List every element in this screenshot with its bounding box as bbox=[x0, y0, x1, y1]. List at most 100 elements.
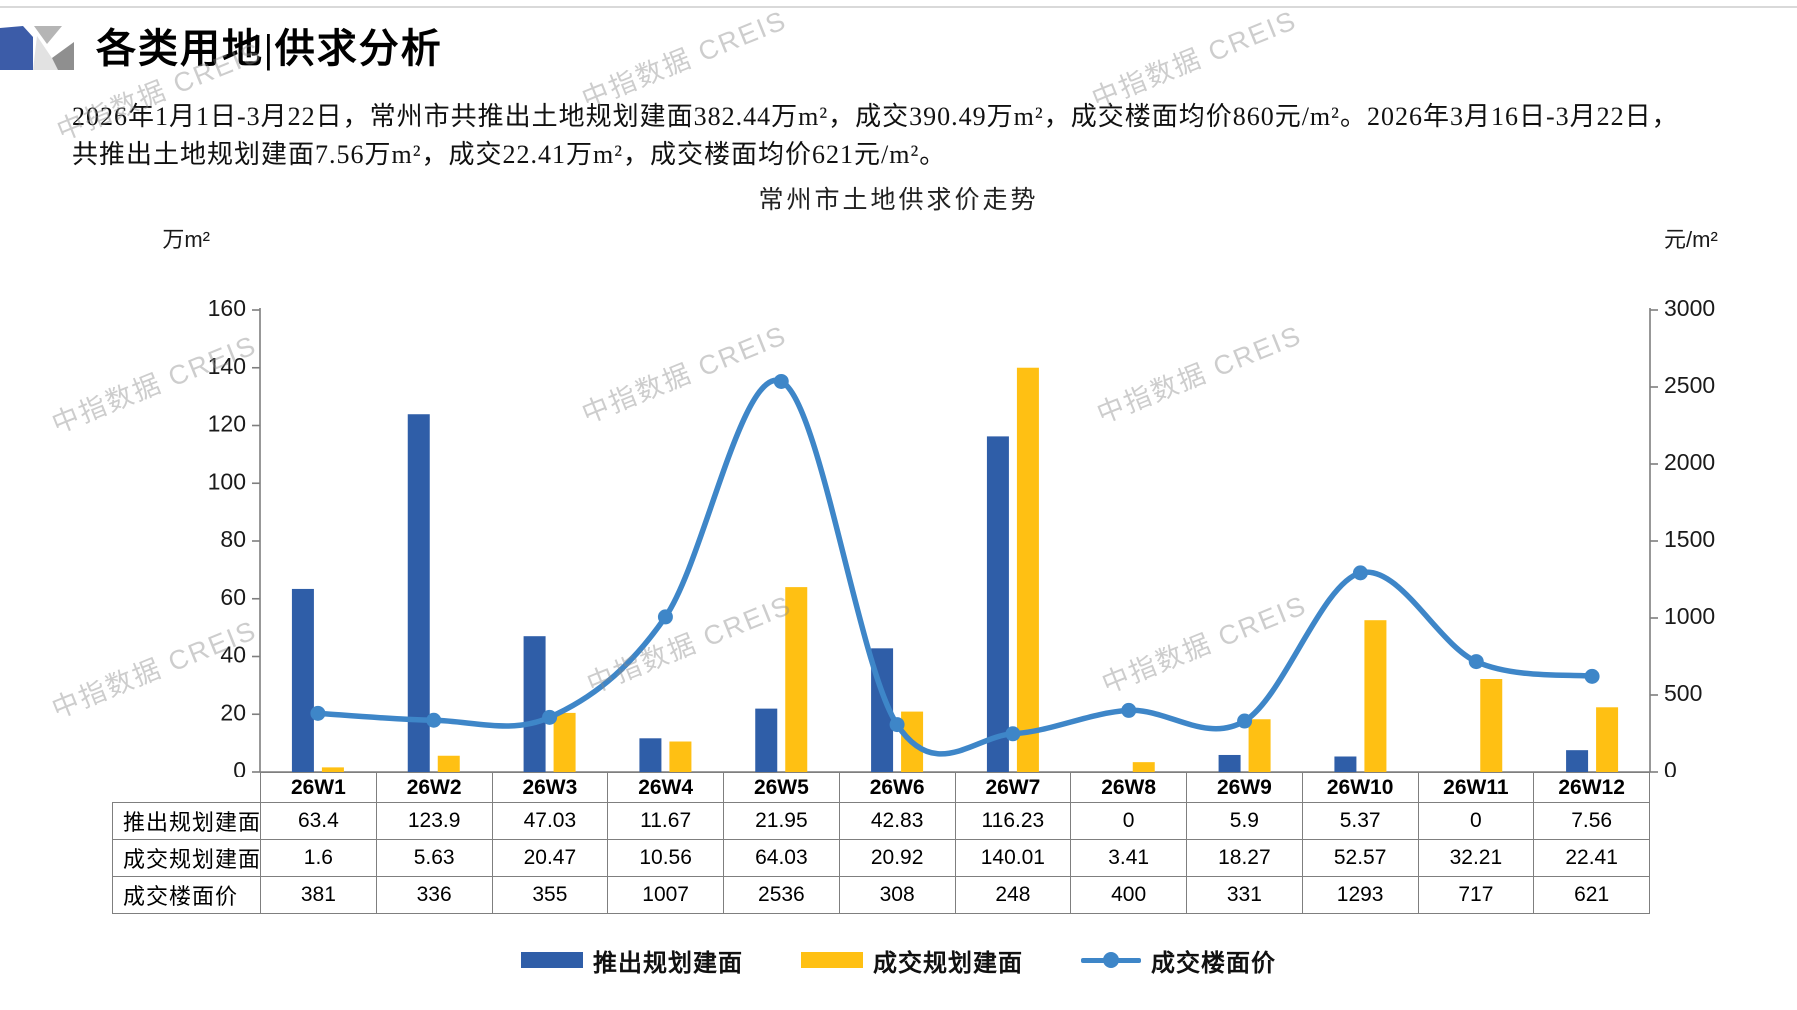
description-line-1: 2026年1月1日-3月22日，常州市共推出土地规划建面382.44万m²，成交… bbox=[72, 102, 1679, 131]
left-axis-tick-label: 60 bbox=[220, 584, 246, 610]
price-line-swatch-icon bbox=[1081, 952, 1141, 968]
table-cell-r0-26W11: 0 bbox=[1417, 802, 1535, 840]
week-header-26W2: 26W2 bbox=[375, 772, 493, 803]
table-cell-r2-26W10: 1293 bbox=[1301, 876, 1419, 914]
bar-transacted-26W1 bbox=[321, 767, 344, 772]
week-header-26W3: 26W3 bbox=[491, 772, 609, 803]
row-label-2: 成交楼面价 bbox=[112, 876, 261, 914]
description: 2026年1月1日-3月22日，常州市共推出土地规划建面382.44万m²，成交… bbox=[72, 98, 1752, 174]
price-point-26W8 bbox=[1121, 702, 1137, 718]
table-corner bbox=[113, 773, 261, 803]
table-cell-r1-26W8: 3.41 bbox=[1070, 839, 1187, 877]
bar-supply-26W7 bbox=[986, 436, 1009, 772]
right-axis-tick-label: 500 bbox=[1664, 680, 1702, 706]
left-axis-tick-label: 40 bbox=[220, 642, 246, 668]
price-point-26W5 bbox=[773, 373, 789, 389]
week-header-26W6: 26W6 bbox=[838, 772, 956, 803]
bar-transacted-26W9 bbox=[1248, 719, 1271, 772]
bar-supply-26W9 bbox=[1218, 754, 1241, 772]
bar-transacted-26W5 bbox=[785, 587, 808, 772]
bar-supply-26W10 bbox=[1334, 756, 1357, 772]
price-point-26W1 bbox=[310, 705, 326, 721]
table-row: 成交楼面价 381 336 355 1007 2536 308 248 400 331 1293 71… bbox=[112, 876, 1650, 914]
table-cell-r2-26W8: 400 bbox=[1070, 876, 1187, 914]
page-title: 各类用地|供求分析 bbox=[96, 26, 443, 71]
creis-logo-icon bbox=[0, 26, 74, 70]
chart-legend: 推出规划建面 成交规划建面 成交楼面价 bbox=[0, 942, 1797, 978]
table-row: 推出规划建面 63.4 123.9 47.03 11.67 21.95 42.83 116.2… bbox=[112, 802, 1650, 840]
week-header-26W4: 26W4 bbox=[607, 772, 724, 803]
bar-transacted-26W2 bbox=[437, 755, 460, 772]
table-cell-r1-26W5: 64.03 bbox=[723, 839, 840, 877]
week-header-26W11: 26W11 bbox=[1417, 772, 1535, 803]
table-cell-r1-26W7: 140.01 bbox=[954, 839, 1072, 877]
table-cell-r2-26W6: 308 bbox=[838, 876, 956, 914]
left-axis-tick-label: 120 bbox=[208, 411, 246, 437]
table-cell-r2-26W5: 2536 bbox=[723, 876, 840, 914]
table-cell-r1-26W9: 18.27 bbox=[1186, 839, 1303, 877]
bar-supply-26W2 bbox=[407, 414, 430, 772]
bar-supply-26W5 bbox=[755, 708, 778, 772]
price-point-26W9 bbox=[1237, 713, 1253, 729]
bar-supply-26W3 bbox=[523, 636, 546, 772]
bar-transacted-26W8 bbox=[1132, 762, 1155, 772]
row-label-1: 成交规划建面 bbox=[112, 839, 261, 877]
week-header-26W12: 26W12 bbox=[1533, 772, 1650, 803]
left-axis-tick-label: 0 bbox=[233, 757, 246, 777]
transacted-bar-swatch-icon bbox=[801, 952, 863, 968]
price-point-26W6 bbox=[889, 717, 905, 733]
table-cell-r2-26W3: 355 bbox=[491, 876, 609, 914]
price-point-26W7 bbox=[1005, 726, 1021, 742]
table-cell-r0-26W12: 7.56 bbox=[1533, 802, 1650, 840]
left-axis-tick-label: 160 bbox=[208, 295, 246, 321]
table-cell-r2-26W7: 248 bbox=[954, 876, 1072, 914]
legend-label-transacted: 成交规划建面 bbox=[873, 950, 1023, 977]
table-cell-r1-26W12: 22.41 bbox=[1533, 839, 1650, 877]
bar-transacted-26W4 bbox=[669, 741, 692, 772]
bar-transacted-26W12 bbox=[1596, 707, 1619, 772]
price-point-26W11 bbox=[1468, 654, 1484, 670]
right-axis-tick-label: 2000 bbox=[1664, 449, 1715, 475]
bar-transacted-26W10 bbox=[1364, 620, 1387, 772]
legend-item-transacted: 成交规划建面 bbox=[801, 943, 1023, 978]
table-cell-r0-26W4: 11.67 bbox=[607, 802, 724, 840]
week-header-26W10: 26W10 bbox=[1301, 772, 1419, 803]
table-cell-r2-26W4: 1007 bbox=[607, 876, 724, 914]
week-header-26W9: 26W9 bbox=[1186, 772, 1303, 803]
price-point-26W2 bbox=[426, 712, 442, 728]
left-axis-tick-label: 140 bbox=[208, 353, 246, 379]
right-axis-tick-label: 1000 bbox=[1664, 603, 1715, 629]
table-cell-r2-26W11: 717 bbox=[1417, 876, 1535, 914]
table-cell-r0-26W2: 123.9 bbox=[375, 802, 493, 840]
table-cell-r2-26W9: 331 bbox=[1186, 876, 1303, 914]
table-cell-r1-26W2: 5.63 bbox=[375, 839, 493, 877]
data-table: 26W1 26W2 26W3 26W4 26W5 26W6 26W7 26W8 26W9 26W1… bbox=[112, 772, 1650, 914]
table-cell-r2-26W2: 336 bbox=[375, 876, 493, 914]
price-point-26W3 bbox=[542, 709, 558, 725]
table-cell-r1-26W11: 32.21 bbox=[1417, 839, 1535, 877]
table-cell-r1-26W1: 1.6 bbox=[260, 839, 377, 877]
left-axis-tick-label: 20 bbox=[220, 699, 246, 725]
bar-transacted-26W7 bbox=[1016, 367, 1039, 772]
price-point-26W10 bbox=[1352, 565, 1368, 581]
table-cell-r0-26W3: 47.03 bbox=[491, 802, 609, 840]
legend-item-price: 成交楼面价 bbox=[1081, 943, 1276, 978]
bar-supply-26W1 bbox=[291, 588, 314, 772]
table-cell-r1-26W4: 10.56 bbox=[607, 839, 724, 877]
row-label-0: 推出规划建面 bbox=[112, 802, 261, 840]
table-cell-r0-26W5: 21.95 bbox=[723, 802, 840, 840]
week-header-26W7: 26W7 bbox=[954, 772, 1072, 803]
supply-bar-swatch-icon bbox=[521, 952, 583, 968]
table-cell-r2-26W12: 621 bbox=[1533, 876, 1650, 914]
price-line bbox=[315, 377, 1595, 757]
supply-demand-price-chart: 0 20 40 60 80 100 120 140 160 0 500 1000 1500 2000 250… bbox=[208, 295, 1716, 777]
bar-supply-26W4 bbox=[639, 738, 662, 772]
bar-transacted-26W3 bbox=[553, 712, 576, 772]
top-divider bbox=[0, 6, 1797, 8]
description-line-2: 共推出土地规划建面7.56万m²，成交22.41万m²，成交楼面均价621元/m… bbox=[72, 140, 947, 169]
week-header-26W5: 26W5 bbox=[723, 772, 840, 803]
left-axis-tick-label: 80 bbox=[220, 526, 246, 552]
table-cell-r0-26W1: 63.4 bbox=[260, 802, 377, 840]
right-axis-tick-label: 3000 bbox=[1664, 295, 1715, 321]
